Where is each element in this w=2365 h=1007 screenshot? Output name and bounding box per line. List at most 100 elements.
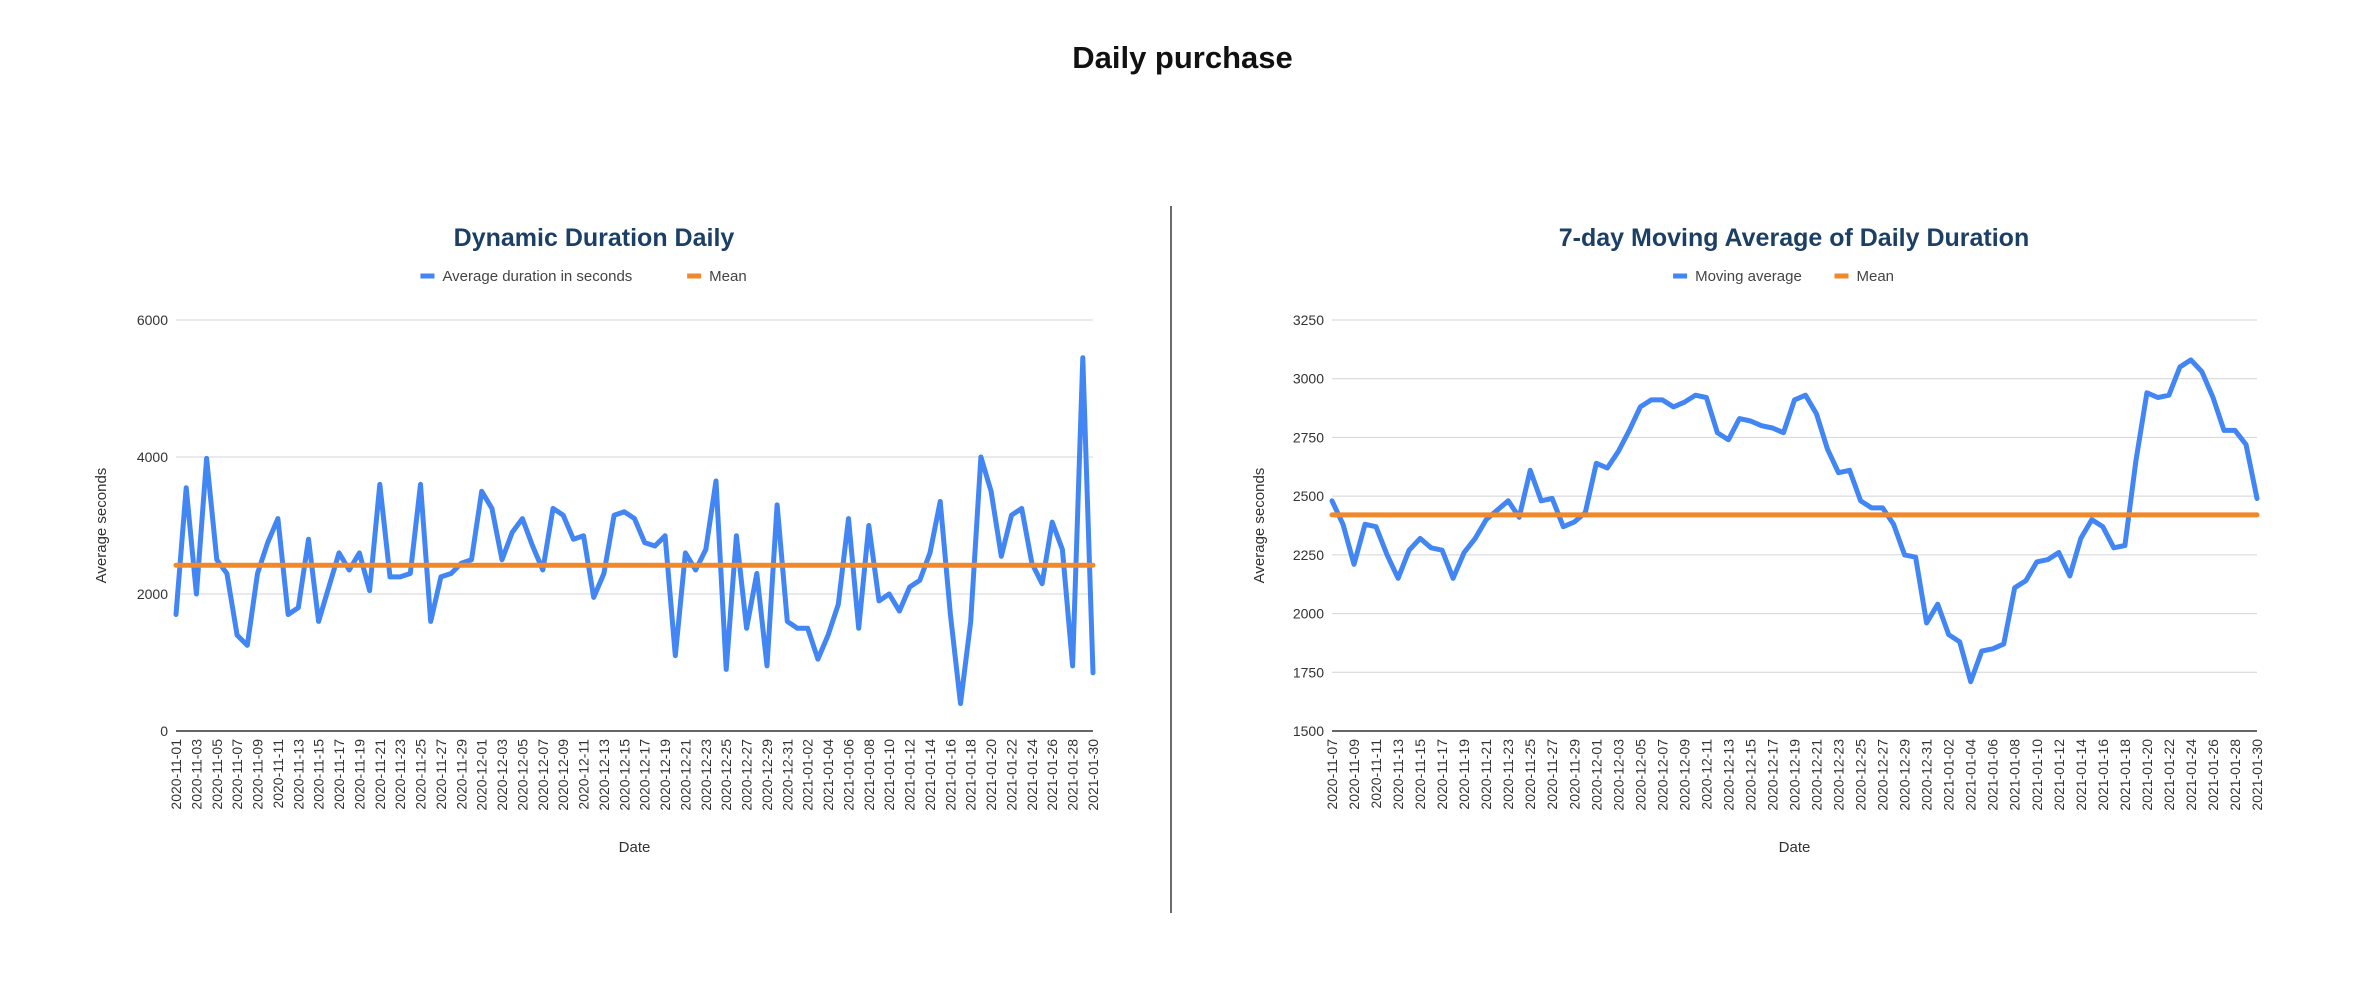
x-axis-label: Date	[619, 839, 651, 856]
x-tick-label: 2020-12-21	[1809, 739, 1825, 811]
legend-label: Mean	[1857, 268, 1895, 285]
x-tick-label: 2021-01-16	[942, 739, 958, 811]
x-tick-label: 2020-11-09	[1346, 739, 1362, 810]
x-tick-label: 2021-01-22	[2161, 739, 2177, 811]
x-tick-label: 2020-11-17	[331, 739, 347, 810]
x-tick-label: 2020-11-13	[1390, 739, 1406, 810]
x-tick-label: 2020-12-09	[1676, 739, 1692, 811]
x-tick-label: 2020-12-13	[1720, 739, 1736, 811]
x-tick-label: 2021-01-14	[922, 739, 938, 811]
chart-divider	[1170, 206, 1172, 913]
x-tick-label: 2020-12-23	[698, 739, 714, 811]
x-tick-label: 2020-11-21	[1478, 739, 1494, 810]
x-tick-label: 2020-11-03	[188, 739, 204, 810]
y-axis-label: Average seconds	[93, 468, 110, 584]
x-tick-label: 2021-01-08	[2007, 739, 2023, 811]
x-tick-label: 2020-11-09	[250, 739, 266, 810]
y-tick-label: 1750	[1293, 664, 1324, 680]
x-tick-label: 2020-11-27	[1544, 739, 1560, 810]
x-tick-label: 2020-11-01	[168, 739, 184, 810]
series-line-primary	[173, 355, 1096, 707]
x-tick-label: 2020-12-25	[718, 739, 734, 811]
x-tick-label: 2020-12-01	[474, 739, 490, 811]
x-tick-label: 2021-01-28	[2227, 739, 2243, 811]
x-tick-label: 2020-12-03	[1610, 739, 1626, 811]
x-tick-label: 2021-01-30	[2249, 739, 2265, 811]
y-tick-label: 2000	[1293, 606, 1324, 622]
x-tick-label: 2020-12-15	[1742, 739, 1758, 811]
x-tick-label: 2021-01-24	[2183, 739, 2199, 811]
x-tick-label: 2020-11-19	[351, 739, 367, 810]
x-tick-label: 2021-01-12	[2051, 739, 2067, 811]
chart-title: 7-day Moving Average of Daily Duration	[1559, 224, 2029, 252]
x-tick-label: 2020-12-19	[657, 739, 673, 811]
x-tick-label: 2021-01-28	[1065, 739, 1081, 811]
x-tick-label: 2020-12-13	[596, 739, 612, 811]
x-tick-label: 2021-01-18	[963, 739, 979, 811]
x-tick-label: 2021-01-10	[881, 739, 897, 811]
x-tick-label: 2020-11-23	[1500, 739, 1516, 810]
x-tick-label: 2020-12-15	[616, 739, 632, 811]
x-tick-label: 2020-12-17	[1764, 739, 1780, 811]
y-tick-label: 1500	[1293, 723, 1324, 739]
x-tick-label: 2020-12-11	[576, 739, 592, 810]
x-tick-label: 2020-11-15	[311, 739, 327, 810]
y-tick-label: 4000	[137, 449, 168, 465]
x-tick-label: 2021-01-16	[2095, 739, 2111, 811]
x-tick-label: 2021-01-22	[1003, 739, 1019, 811]
x-axis-label: Date	[1779, 839, 1811, 856]
x-tick-label: 2020-12-09	[555, 739, 571, 811]
y-tick-label: 2250	[1293, 547, 1324, 563]
x-tick-label: 2021-01-26	[1044, 739, 1060, 811]
x-tick-label: 2020-12-29	[759, 739, 775, 811]
x-tick-label: 2021-01-04	[1963, 739, 1979, 811]
x-tick-label: 2021-01-24	[1024, 739, 1040, 811]
x-tick-label: 2020-11-25	[1522, 739, 1538, 810]
x-tick-label: 2021-01-30	[1085, 739, 1101, 811]
x-tick-label: 2020-12-05	[1632, 739, 1648, 811]
x-tick-label: 2021-01-08	[861, 739, 877, 811]
x-tick-label: 2020-12-03	[494, 739, 510, 811]
x-tick-label: 2020-12-29	[1897, 739, 1913, 811]
x-tick-label: 2020-11-11	[270, 739, 286, 809]
x-tick-label: 2021-01-06	[840, 739, 856, 811]
x-tick-label: 2020-11-05	[209, 739, 225, 810]
y-tick-label: 3000	[1293, 371, 1324, 387]
x-tick-label: 2021-01-10	[2029, 739, 2045, 811]
series-line-primary	[1329, 357, 2260, 685]
x-tick-label: 2021-01-12	[902, 739, 918, 811]
x-tick-label: 2021-01-20	[2139, 739, 2155, 811]
x-tick-label: 2020-12-11	[1698, 739, 1714, 810]
legend-label: Moving average	[1695, 268, 1802, 285]
x-tick-label: 2020-12-27	[739, 739, 755, 811]
x-tick-label: 2020-11-29	[1566, 739, 1582, 810]
chart-title: Dynamic Duration Daily	[454, 224, 735, 252]
x-tick-label: 2020-12-07	[1654, 739, 1670, 811]
x-tick-label: 2021-01-18	[2117, 739, 2133, 811]
y-tick-label: 2500	[1293, 488, 1324, 504]
legend-label: Mean	[709, 268, 747, 285]
x-tick-label: 2020-11-17	[1434, 739, 1450, 810]
x-tick-label: 2020-11-29	[453, 739, 469, 810]
x-tick-label: 2020-12-31	[1919, 739, 1935, 811]
x-tick-label: 2020-11-23	[392, 739, 408, 810]
x-tick-label: 2021-01-20	[983, 739, 999, 811]
y-tick-label: 2750	[1293, 429, 1324, 445]
x-tick-label: 2020-12-21	[677, 739, 693, 811]
x-tick-label: 2020-12-23	[1831, 739, 1847, 811]
x-tick-label: 2020-12-25	[1853, 739, 1869, 811]
x-tick-label: 2020-12-31	[779, 739, 795, 811]
x-tick-label: 2020-11-25	[413, 739, 429, 810]
x-tick-label: 2020-12-01	[1588, 739, 1604, 811]
x-tick-label: 2020-12-17	[637, 739, 653, 811]
x-tick-label: 2021-01-26	[2205, 739, 2221, 811]
y-tick-label: 0	[160, 723, 168, 739]
x-tick-label: 2020-11-07	[1324, 739, 1340, 810]
x-tick-label: 2020-12-27	[1875, 739, 1891, 811]
x-tick-label: 2021-01-04	[820, 739, 836, 811]
x-tick-label: 2020-12-19	[1787, 739, 1803, 811]
x-tick-label: 2020-11-27	[433, 739, 449, 810]
y-tick-label: 6000	[137, 312, 168, 328]
